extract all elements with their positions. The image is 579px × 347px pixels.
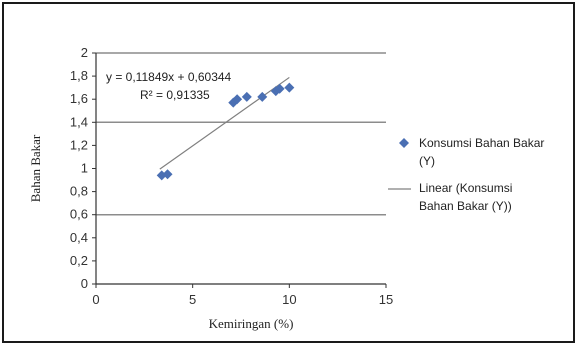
data-points <box>156 82 295 181</box>
data-point <box>274 83 285 94</box>
x-tick-label: 10 <box>282 292 296 307</box>
y-tick-label: 1,4 <box>70 114 88 129</box>
x-tick-label: 5 <box>189 292 196 307</box>
y-tick-labels: 0 0,2 0,4 0,6 0,8 1 1,2 1,4 1,6 1,8 2 <box>70 45 96 291</box>
x-tick-label: 15 <box>379 292 393 307</box>
legend-symbol-diamond <box>399 138 409 148</box>
y-tick-label: 1,6 <box>70 91 88 106</box>
legend-label-trendline: Linear (Konsumsi <box>419 181 512 195</box>
x-axis-title: Kemiringan (%) <box>209 316 294 331</box>
data-point <box>257 91 268 102</box>
y-tick-label: 0,4 <box>70 230 88 245</box>
y-tick-label: 1,2 <box>70 137 88 152</box>
legend: Konsumsi Bahan Bakar (Y) Linear (Konsumsi B… <box>388 136 544 213</box>
trendline-equation: y = 0,11849x + 0,60344 <box>106 70 232 84</box>
trendline-r-squared: R² = 0,91335 <box>140 88 210 102</box>
chart-frame <box>2 2 575 343</box>
y-tick-label: 0 <box>81 276 88 291</box>
legend-label-trendline: Bahan Bakar (Y)) <box>419 199 512 213</box>
x-tick-label: 0 <box>92 292 99 307</box>
y-tick-label: 1,8 <box>70 68 88 83</box>
y-tick-label: 0,6 <box>70 207 88 222</box>
x-tick-labels: 0 5 10 15 <box>92 284 393 307</box>
data-point <box>241 91 252 102</box>
data-point <box>232 94 243 105</box>
y-tick-label: 0,8 <box>70 184 88 199</box>
y-axis-title: Bahan Bakar <box>28 134 43 202</box>
y-tick-label: 2 <box>81 45 88 60</box>
y-tick-label: 0,2 <box>70 253 88 268</box>
data-point <box>284 82 295 93</box>
legend-label-series: Konsumsi Bahan Bakar <box>419 136 544 150</box>
gridlines <box>96 52 386 216</box>
legend-label-series: (Y) <box>419 154 435 168</box>
data-point <box>162 169 173 180</box>
y-tick-label: 1 <box>81 161 88 176</box>
trendline <box>159 76 290 170</box>
